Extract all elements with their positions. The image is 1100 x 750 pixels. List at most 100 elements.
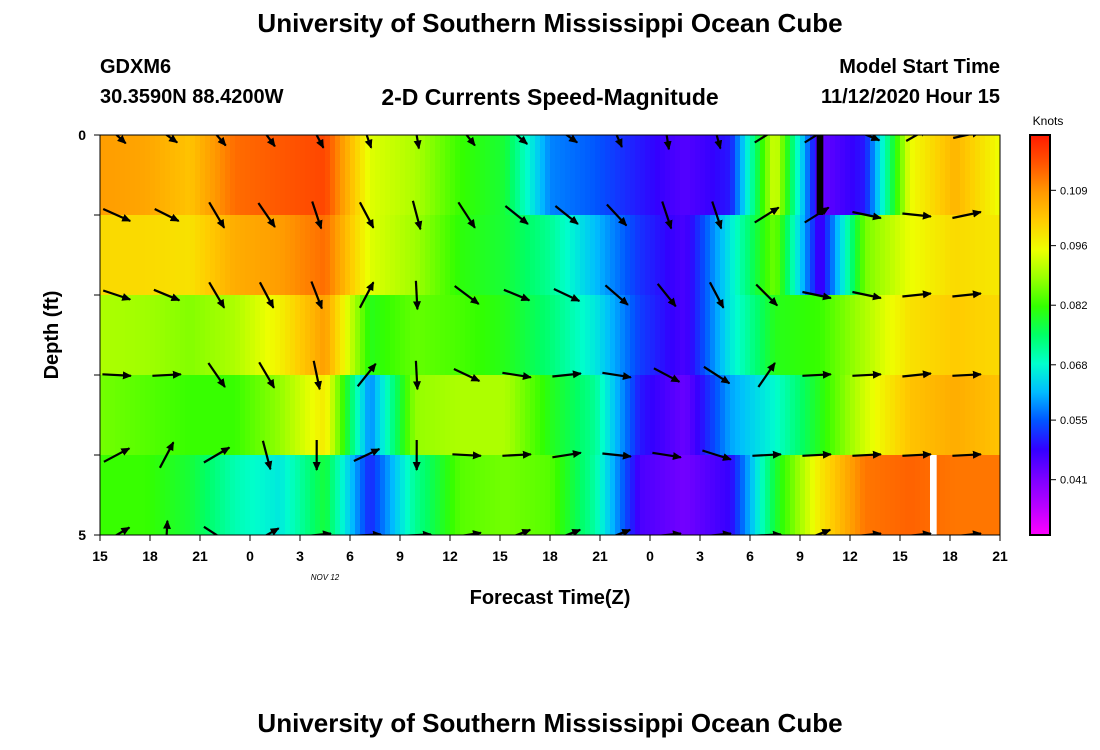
heatmap-cell bbox=[790, 135, 796, 215]
heatmap-cell bbox=[220, 215, 226, 295]
current-vector-arrow bbox=[102, 289, 132, 301]
heatmap-cell bbox=[280, 135, 286, 215]
heatmap-cell bbox=[950, 375, 956, 455]
heatmap-cell bbox=[595, 455, 601, 535]
heatmap-cell bbox=[965, 135, 971, 215]
heatmap-cell bbox=[550, 135, 556, 215]
heatmap-cell bbox=[975, 215, 981, 295]
heatmap-cell bbox=[565, 375, 571, 455]
heatmap-cell bbox=[585, 455, 591, 535]
current-vector-arrow bbox=[804, 206, 830, 224]
heatmap-cell bbox=[995, 215, 1000, 295]
heatmap-cell bbox=[195, 455, 201, 535]
heatmap-cell bbox=[285, 455, 291, 535]
heatmap-cell bbox=[715, 215, 721, 295]
heatmap-cell bbox=[465, 455, 471, 535]
heatmap-cell bbox=[495, 215, 501, 295]
heatmap-cell bbox=[855, 375, 861, 455]
heatmap-cell bbox=[355, 295, 361, 375]
heatmap-cell bbox=[390, 455, 396, 535]
heatmap-cell bbox=[395, 215, 401, 295]
x-tick-label: 18 bbox=[142, 548, 158, 564]
heatmap-cell bbox=[250, 135, 256, 215]
heatmap-cell bbox=[200, 135, 206, 215]
heatmap-cell bbox=[305, 295, 311, 375]
heatmap-cell bbox=[205, 375, 211, 455]
heatmap-cell bbox=[525, 135, 531, 215]
heatmap-cell bbox=[665, 295, 671, 375]
heatmap-cell bbox=[890, 375, 896, 455]
heatmap-cell bbox=[875, 455, 881, 535]
heatmap-cell bbox=[140, 295, 146, 375]
heatmap-cell bbox=[270, 455, 276, 535]
heatmap-cell bbox=[125, 215, 131, 295]
heatmap-cell bbox=[200, 375, 206, 455]
heatmap-cell bbox=[265, 375, 271, 455]
heatmap-cell bbox=[590, 135, 596, 215]
heatmap-cell bbox=[205, 135, 211, 215]
heatmap-cell bbox=[150, 215, 156, 295]
heatmap-cell bbox=[670, 295, 676, 375]
heatmap-cell bbox=[175, 455, 181, 535]
heatmap-cell bbox=[660, 455, 666, 535]
heatmap-cell bbox=[970, 455, 976, 535]
heatmap-cell bbox=[310, 375, 316, 455]
heatmap-cell bbox=[505, 135, 511, 215]
heatmap-cell bbox=[855, 455, 861, 535]
heatmap-cell bbox=[605, 295, 611, 375]
heatmap-cell bbox=[200, 295, 206, 375]
current-vector-arrow bbox=[754, 135, 780, 144]
heatmap-cell bbox=[495, 375, 501, 455]
speed-heatmap bbox=[100, 135, 1000, 535]
heatmap-cell bbox=[395, 375, 401, 455]
heatmap-cell bbox=[415, 295, 421, 375]
heatmap-cell bbox=[485, 455, 491, 535]
heatmap-cell bbox=[520, 135, 526, 215]
current-vector-arrow bbox=[203, 446, 231, 464]
current-vector-arrow bbox=[356, 363, 377, 387]
current-vector-arrow bbox=[952, 209, 982, 220]
heatmap-cell bbox=[675, 135, 681, 215]
heatmap-cell bbox=[975, 135, 981, 215]
current-vector-arrow bbox=[258, 281, 275, 309]
heatmap-cell bbox=[625, 375, 631, 455]
heatmap-cell bbox=[385, 295, 391, 375]
heatmap-cell bbox=[895, 375, 901, 455]
heatmap-cell bbox=[590, 375, 596, 455]
heatmap-cell bbox=[185, 295, 191, 375]
heatmap-cell bbox=[215, 375, 221, 455]
heatmap-cell bbox=[750, 455, 756, 535]
heatmap-cell bbox=[325, 135, 331, 215]
heatmap-cell bbox=[325, 455, 331, 535]
heatmap-cell bbox=[600, 455, 606, 535]
heatmap-cell bbox=[450, 455, 456, 535]
heatmap-cell bbox=[615, 455, 621, 535]
heatmap-cell bbox=[470, 215, 476, 295]
heatmap-cell bbox=[120, 135, 126, 215]
heatmap-cell bbox=[745, 295, 751, 375]
heatmap-cell bbox=[345, 135, 351, 215]
heatmap-cell bbox=[870, 135, 876, 215]
heatmap-cell bbox=[735, 375, 741, 455]
current-vector-arrow bbox=[952, 135, 982, 140]
heatmap-cell bbox=[580, 295, 586, 375]
heatmap-cell bbox=[620, 135, 626, 215]
heatmap-cell bbox=[110, 295, 116, 375]
heatmap-cell bbox=[205, 215, 211, 295]
heatmap-cell bbox=[865, 375, 871, 455]
heatmap-cell bbox=[120, 375, 126, 455]
heatmap-cell bbox=[475, 295, 481, 375]
heatmap-cell bbox=[260, 375, 266, 455]
heatmap-cell bbox=[510, 375, 516, 455]
current-vector-arrow bbox=[504, 205, 529, 225]
heatmap-cell bbox=[110, 215, 116, 295]
colorbar-unit-label: Knots bbox=[1033, 114, 1064, 128]
current-vector-arrow bbox=[852, 450, 882, 459]
heatmap-cell bbox=[975, 295, 981, 375]
heatmap-cell bbox=[385, 455, 391, 535]
heatmap-cell bbox=[235, 455, 241, 535]
heatmap-cell bbox=[730, 375, 736, 455]
heatmap-cell bbox=[870, 375, 876, 455]
heatmap-cell bbox=[420, 215, 426, 295]
heatmap-cell bbox=[245, 215, 251, 295]
